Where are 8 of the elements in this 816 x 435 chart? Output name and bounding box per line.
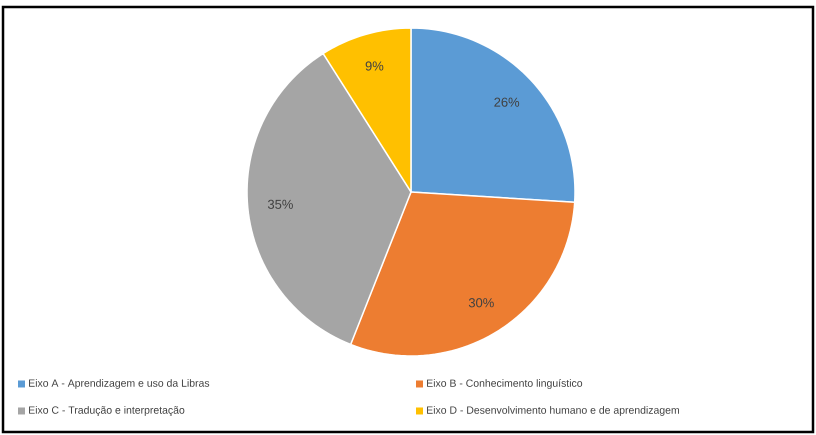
legend-label: Eixo D - Desenvolvimento humano e de aprendizagem <box>427 406 679 416</box>
legend-label: Eixo B - Conhecimento linguístico <box>427 379 582 389</box>
data-label: 26% <box>494 98 520 107</box>
legend-label: Eixo A - Aprendizagem e uso da Libras <box>29 379 210 389</box>
data-label: 9% <box>366 61 384 71</box>
legend-label: Eixo C - Tradução e interpretação <box>29 406 184 416</box>
data-label: 35% <box>268 200 293 209</box>
data-label: 30% <box>468 298 494 308</box>
